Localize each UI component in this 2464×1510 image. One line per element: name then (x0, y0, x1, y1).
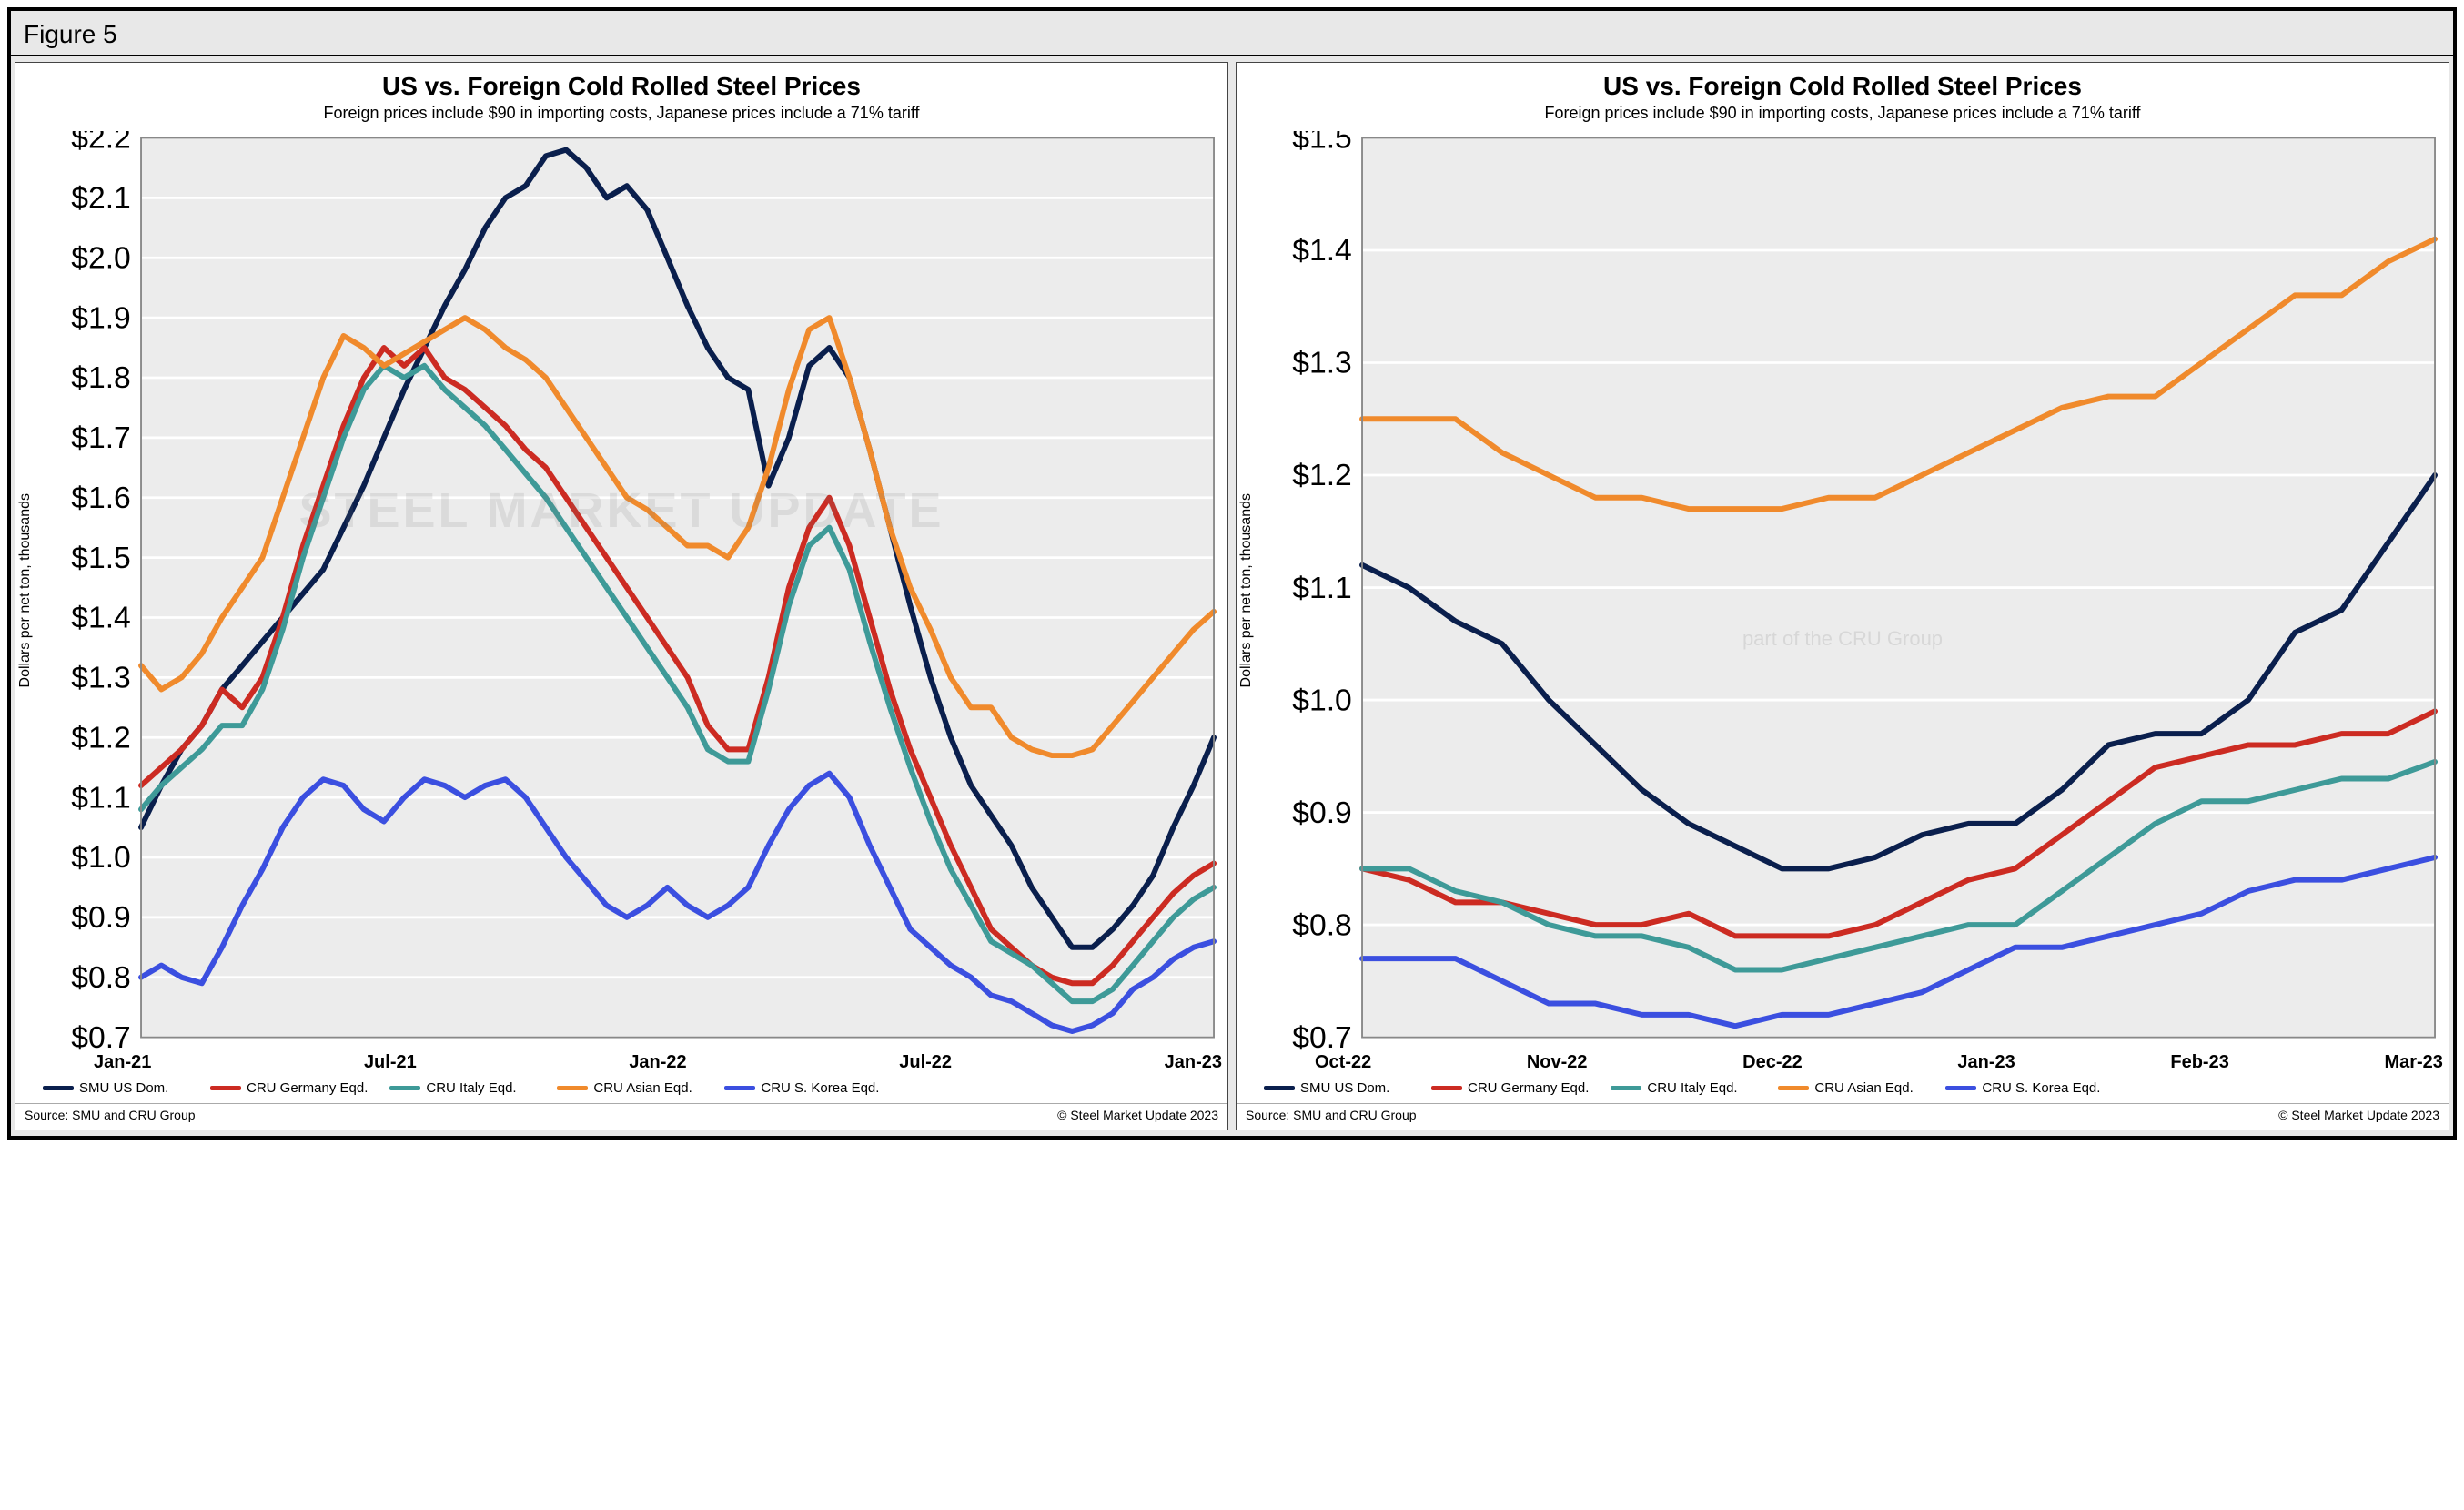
legend-item: CRU Germany Eqd. (1431, 1080, 1589, 1096)
legend-item: CRU S. Korea Eqd. (724, 1080, 879, 1096)
panels-row: STEEL MARKET UPDATE US vs. Foreign Cold … (11, 56, 2453, 1136)
x-axis: Jan-21 Jul-21 Jan-22 Jul-22 Jan-23 (94, 1050, 1227, 1077)
x-tick-label: Mar-23 (2384, 1052, 2442, 1073)
x-tick-label: Jan-23 (1957, 1052, 2015, 1073)
legend-item: SMU US Dom. (1264, 1080, 1409, 1096)
x-tick-label: Jan-21 (94, 1052, 151, 1073)
svg-text:$1.0: $1.0 (1292, 684, 1352, 717)
svg-text:$0.7: $0.7 (71, 1020, 131, 1050)
svg-text:$0.7: $0.7 (1292, 1020, 1352, 1050)
legend-label: CRU Asian Eqd. (1814, 1080, 1913, 1096)
svg-text:$1.5: $1.5 (1292, 131, 1352, 156)
x-tick-label: Jan-22 (629, 1052, 686, 1073)
svg-text:$2.0: $2.0 (71, 241, 131, 275)
legend-swatch (1611, 1086, 1641, 1090)
legend-swatch (1431, 1086, 1462, 1090)
svg-text:$1.4: $1.4 (1292, 234, 1352, 268)
svg-text:$1.6: $1.6 (71, 481, 131, 514)
chart-svg: $0.7 $0.8 $0.9 $1.0 $1.1 $1.2 $1.3 $1.4 $1.5 $1.6… (35, 131, 1227, 1051)
legend-label: CRU Asian Eqd. (593, 1080, 692, 1096)
svg-text:$0.8: $0.8 (71, 960, 131, 994)
svg-text:$2.1: $2.1 (71, 181, 131, 215)
legend-swatch (210, 1086, 241, 1090)
legend-swatch (1264, 1086, 1295, 1090)
svg-text:$1.1: $1.1 (71, 781, 131, 815)
legend-label: CRU S. Korea Eqd. (761, 1080, 879, 1096)
svg-text:$1.3: $1.3 (1292, 346, 1352, 380)
copyright-text: © Steel Market Update 2023 (2278, 1108, 2439, 1122)
legend-item: SMU US Dom. (43, 1080, 188, 1096)
svg-text:$1.9: $1.9 (71, 301, 131, 335)
svg-text:$0.9: $0.9 (1292, 796, 1352, 829)
legend-swatch (389, 1086, 420, 1090)
legend-item: CRU Italy Eqd. (1611, 1080, 1756, 1096)
legend-swatch (724, 1086, 755, 1090)
x-tick-label: Jul-21 (364, 1052, 417, 1073)
legend-label: CRU S. Korea Eqd. (1982, 1080, 2100, 1096)
svg-text:$1.0: $1.0 (71, 841, 131, 875)
panel-left: STEEL MARKET UPDATE US vs. Foreign Cold … (15, 62, 1228, 1130)
legend-item: CRU S. Korea Eqd. (1945, 1080, 2100, 1096)
x-tick-label: Jan-23 (1165, 1052, 1222, 1073)
source-text: Source: SMU and CRU Group (25, 1108, 196, 1122)
legend-item: CRU Germany Eqd. (210, 1080, 368, 1096)
legend-label: SMU US Dom. (79, 1080, 168, 1096)
copyright-text: © Steel Market Update 2023 (1057, 1108, 1218, 1122)
svg-text:$1.1: $1.1 (1292, 571, 1352, 604)
panel-footer: Source: SMU and CRU Group © Steel Market… (1237, 1103, 2449, 1130)
legend-item: CRU Asian Eqd. (557, 1080, 702, 1096)
legend-swatch (1945, 1086, 1976, 1090)
legend-item: CRU Asian Eqd. (1778, 1080, 1924, 1096)
legend-swatch (557, 1086, 588, 1090)
y-axis-label: Dollars per net ton, thousands (15, 490, 35, 691)
legend-label: CRU Germany Eqd. (247, 1080, 368, 1096)
panel-subtitle: Foreign prices include $90 in importing … (1237, 101, 2449, 131)
legend-swatch (1778, 1086, 1809, 1090)
figure-label: Figure 5 (11, 11, 2453, 56)
panel-title: US vs. Foreign Cold Rolled Steel Prices (15, 63, 1227, 101)
svg-text:$1.5: $1.5 (71, 541, 131, 574)
svg-text:$1.8: $1.8 (71, 361, 131, 395)
y-axis-label: Dollars per net ton, thousands (1237, 490, 1257, 691)
panel-title: US vs. Foreign Cold Rolled Steel Prices (1237, 63, 2449, 101)
panel-right: part of the CRU Group US vs. Foreign Col… (1236, 62, 2449, 1130)
svg-text:$1.4: $1.4 (71, 601, 131, 634)
x-tick-label: Feb-23 (2170, 1052, 2228, 1073)
chart-svg: $0.7 $0.8 $0.9 $1.0 $1.1 $1.2 $1.3 $1.4 $1.5 (1257, 131, 2449, 1051)
legend-item: CRU Italy Eqd. (389, 1080, 535, 1096)
legend-swatch (43, 1086, 74, 1090)
source-text: Source: SMU and CRU Group (1246, 1108, 1417, 1122)
x-tick-label: Oct-22 (1315, 1052, 1371, 1073)
svg-text:$1.2: $1.2 (71, 721, 131, 755)
legend: SMU US Dom. CRU Germany Eqd. CRU Italy Eqd… (15, 1077, 1227, 1103)
legend-label: SMU US Dom. (1300, 1080, 1389, 1096)
svg-text:$1.2: $1.2 (1292, 459, 1352, 492)
svg-text:$0.9: $0.9 (71, 901, 131, 935)
panel-subtitle: Foreign prices include $90 in importing … (15, 101, 1227, 131)
svg-text:$1.7: $1.7 (71, 421, 131, 455)
x-tick-label: Nov-22 (1527, 1052, 1588, 1073)
svg-text:$2.2: $2.2 (71, 131, 131, 156)
legend-label: CRU Italy Eqd. (426, 1080, 516, 1096)
legend-label: CRU Italy Eqd. (1647, 1080, 1737, 1096)
x-tick-label: Dec-22 (1742, 1052, 1803, 1073)
legend: SMU US Dom. CRU Germany Eqd. CRU Italy Eqd… (1237, 1077, 2449, 1103)
legend-label: CRU Germany Eqd. (1468, 1080, 1589, 1096)
svg-text:$0.8: $0.8 (1292, 908, 1352, 942)
svg-text:$1.3: $1.3 (71, 661, 131, 694)
figure-wrap: Figure 5 STEEL MARKET UPDATE US vs. Fore… (7, 7, 2457, 1140)
panel-footer: Source: SMU and CRU Group © Steel Market… (15, 1103, 1227, 1130)
x-axis: Oct-22 Nov-22 Dec-22 Jan-23 Feb-23 Mar-23 (1315, 1050, 2449, 1077)
x-tick-label: Jul-22 (899, 1052, 952, 1073)
